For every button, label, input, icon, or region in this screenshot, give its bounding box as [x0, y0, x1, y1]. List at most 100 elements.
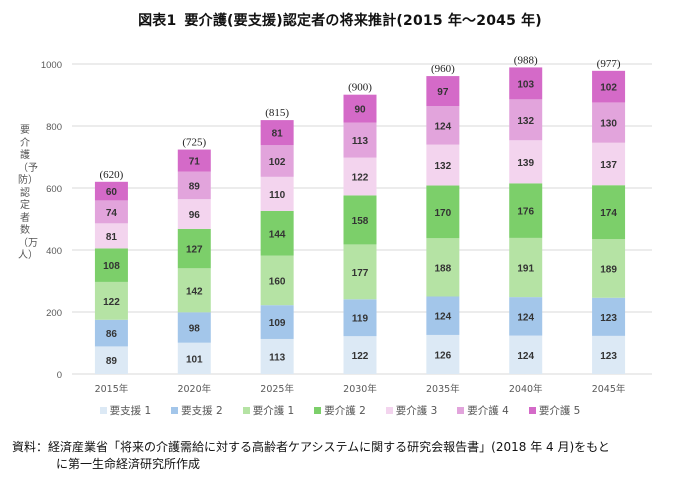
data-label: 188 — [435, 263, 452, 274]
bar-segment — [260, 255, 294, 306]
total-label: (815) — [265, 107, 289, 119]
bar-segment — [94, 200, 128, 224]
bar-segment — [177, 228, 211, 269]
bar-segment — [426, 106, 460, 145]
data-label: 158 — [352, 216, 369, 227]
bar-segment — [177, 171, 211, 200]
legend-label: 要介護 3 — [395, 405, 438, 417]
data-label: 122 — [103, 297, 120, 308]
data-label: 124 — [517, 312, 534, 323]
data-label: 132 — [517, 116, 534, 127]
bar-segment — [177, 312, 211, 343]
legend-swatch — [242, 407, 250, 414]
legend-swatch — [314, 407, 322, 414]
bars: 89 86 122 108 81 74 60 (620) 101 98 142 127 96 89 71 (7… — [94, 54, 626, 374]
bar-segment — [343, 94, 377, 123]
bar-segment — [509, 99, 543, 141]
legend-swatch — [457, 407, 465, 414]
bar-segment — [592, 297, 626, 336]
total-label: (988) — [514, 54, 538, 66]
title-text: 要介護(要支援)認定者の将来推計(2015 年～2045 年) — [184, 13, 542, 29]
data-label: 191 — [517, 264, 534, 275]
legend: 要支援 1 要支援 2 要介護 1 要介護 2 要介護 3 要介護 4 要介護 5 — [0, 403, 680, 418]
y-tick-label: 0 — [57, 370, 62, 381]
bar-segment — [509, 140, 543, 184]
total-label: (725) — [182, 137, 206, 149]
y-tick-label: 200 — [46, 308, 62, 319]
bar-segment — [343, 299, 377, 337]
bar-segment — [177, 268, 211, 313]
data-label: 144 — [269, 229, 286, 240]
bar-segment — [260, 145, 294, 177]
data-label: 110 — [269, 190, 286, 201]
data-label: 97 — [437, 87, 449, 98]
data-label: 124 — [517, 351, 534, 362]
chart-title: 図表1 要介護(要支援)認定者の将来推計(2015 年～2045 年) — [0, 10, 680, 30]
data-label: 127 — [186, 245, 203, 256]
data-label: 60 — [106, 187, 118, 198]
bar-segment — [94, 346, 128, 374]
legend-item: 要介護 5 — [528, 403, 581, 418]
data-label: 101 — [186, 354, 203, 365]
x-tick-labels: 2015年 2020年 2025年 2030年 2035年 2040年 2045年 — [95, 383, 626, 395]
bar-segment — [509, 297, 543, 336]
y-tick-label: 600 — [46, 184, 62, 195]
legend-item: 要支援 2 — [171, 403, 223, 418]
data-label: 174 — [600, 208, 617, 219]
data-label: 86 — [106, 329, 118, 340]
bar-segment — [343, 244, 377, 300]
source-line-1: 資料：経済産業省「将来の介護需給に対する高齢者ケアシステムに関する研究会報告書」… — [12, 440, 610, 454]
figure-label: 図表1 — [138, 13, 177, 29]
data-label: 81 — [272, 129, 284, 140]
data-label: 102 — [600, 83, 617, 94]
data-label: 160 — [269, 276, 286, 287]
data-label: 89 — [106, 356, 118, 367]
bar-segment — [343, 195, 377, 245]
bar-segment — [343, 122, 377, 158]
bar-segment — [343, 336, 377, 374]
data-label: 90 — [354, 105, 366, 116]
total-label: (960) — [431, 63, 455, 75]
legend-label: 要支援 2 — [181, 405, 223, 417]
data-label: 132 — [435, 161, 452, 172]
bar-segment — [260, 210, 294, 256]
bar-segment — [260, 305, 294, 339]
data-label: 74 — [106, 208, 118, 219]
data-label: 119 — [352, 314, 369, 325]
data-label: 103 — [517, 79, 534, 90]
data-label: 113 — [269, 352, 286, 363]
legend-item: 要介護 1 — [242, 403, 294, 418]
bar-segment — [426, 144, 460, 186]
bar-segment — [592, 185, 626, 240]
data-label: 102 — [269, 157, 286, 168]
data-label: 123 — [600, 313, 617, 324]
data-label: 130 — [600, 119, 617, 130]
legend-label: 要介護 5 — [538, 405, 581, 417]
bar-group: 122 119 177 158 122 113 90 (900) — [343, 82, 377, 374]
data-label: 137 — [600, 160, 617, 171]
data-label: 142 — [186, 286, 203, 297]
bar-segment — [592, 335, 626, 374]
y-tick-label: 400 — [46, 246, 62, 257]
data-label: 122 — [352, 351, 369, 362]
data-label: 139 — [517, 158, 534, 169]
data-label: 124 — [435, 312, 452, 323]
total-label: (620) — [100, 169, 124, 181]
x-tick-label: 2020年 — [177, 383, 211, 395]
data-label: 96 — [189, 210, 201, 221]
data-label: 126 — [435, 350, 452, 361]
bar-segment — [509, 335, 543, 374]
bar-segment — [260, 176, 294, 211]
data-label: 177 — [352, 268, 369, 279]
bar-group: 89 86 122 108 81 74 60 (620) — [94, 169, 128, 374]
bar-segment — [94, 319, 128, 347]
legend-swatch — [171, 407, 179, 414]
bar-segment — [260, 338, 294, 374]
y-tick-labels: 0 200 400 600 800 1000 — [41, 60, 62, 381]
bar-segment — [592, 239, 626, 298]
x-tick-label: 2025年 — [260, 383, 294, 395]
bar-segment — [426, 334, 460, 374]
bar-group: 123 123 189 174 137 130 102 (977) — [592, 58, 626, 374]
bar-segment — [94, 181, 128, 201]
legend-item: 要支援 1 — [99, 403, 151, 418]
